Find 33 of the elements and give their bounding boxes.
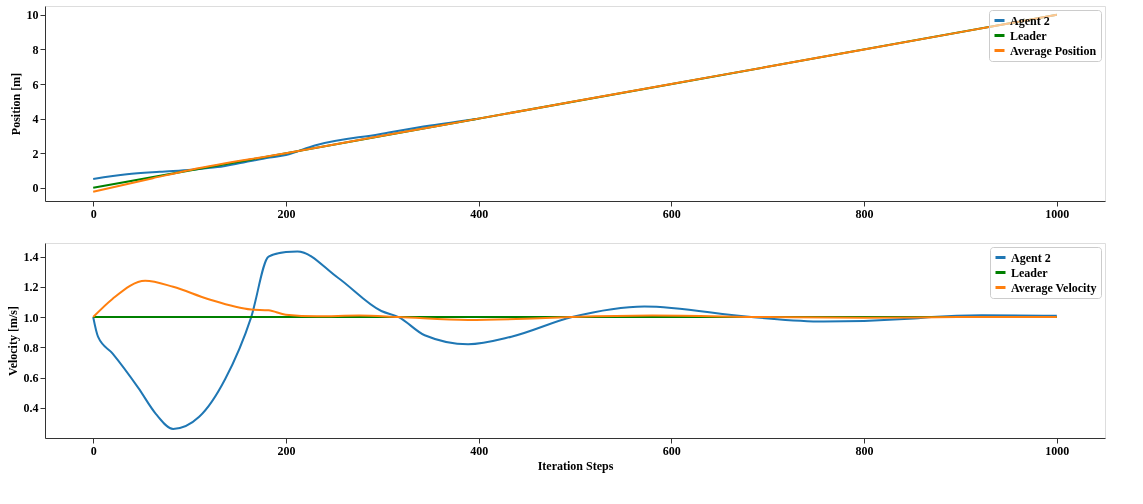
y-tick-label: 1.4 [23, 250, 39, 265]
x-tick-label: 200 [277, 206, 296, 221]
legend-label: Leader [1011, 265, 1049, 280]
x-tick-label: 600 [662, 206, 681, 221]
y-tick-label: 0.8 [23, 340, 39, 355]
y-tick-label: 2 [32, 146, 39, 161]
x-tick-label: 0 [90, 443, 97, 458]
legend-label: Average Position [1010, 43, 1097, 58]
y-axis-title: Position [m] [8, 72, 23, 136]
x-tick-label: 1000 [1045, 206, 1070, 221]
y-tick-label: 0.6 [23, 371, 39, 386]
x-tick-label: 400 [470, 443, 489, 458]
x-tick-label: 0 [90, 206, 97, 221]
x-tick-label: 800 [855, 443, 874, 458]
y-tick-label: 6 [32, 77, 39, 92]
x-tick-label: 1000 [1045, 443, 1070, 458]
legend-label: Agent 2 [1011, 250, 1051, 265]
y-tick-label: 4 [32, 112, 39, 127]
y-axis-title: Velocity [m/s] [5, 306, 20, 376]
x-tick-label: 400 [470, 206, 489, 221]
y-tick-label: 0.4 [23, 401, 39, 416]
x-axis-title: Iteration Steps [537, 458, 614, 473]
x-tick-label: 200 [277, 443, 296, 458]
y-tick-label: 8 [32, 42, 39, 57]
y-tick-label: 0 [32, 181, 39, 196]
y-tick-label: 1.0 [23, 310, 39, 325]
legend-label: Agent 2 [1010, 13, 1050, 28]
y-tick-label: 10 [26, 8, 39, 23]
x-tick-label: 600 [662, 443, 681, 458]
y-tick-label: 1.2 [23, 280, 39, 295]
legend-label: Average Velocity [1011, 280, 1097, 295]
x-tick-label: 800 [855, 206, 874, 221]
legend-label: Leader [1010, 28, 1048, 43]
